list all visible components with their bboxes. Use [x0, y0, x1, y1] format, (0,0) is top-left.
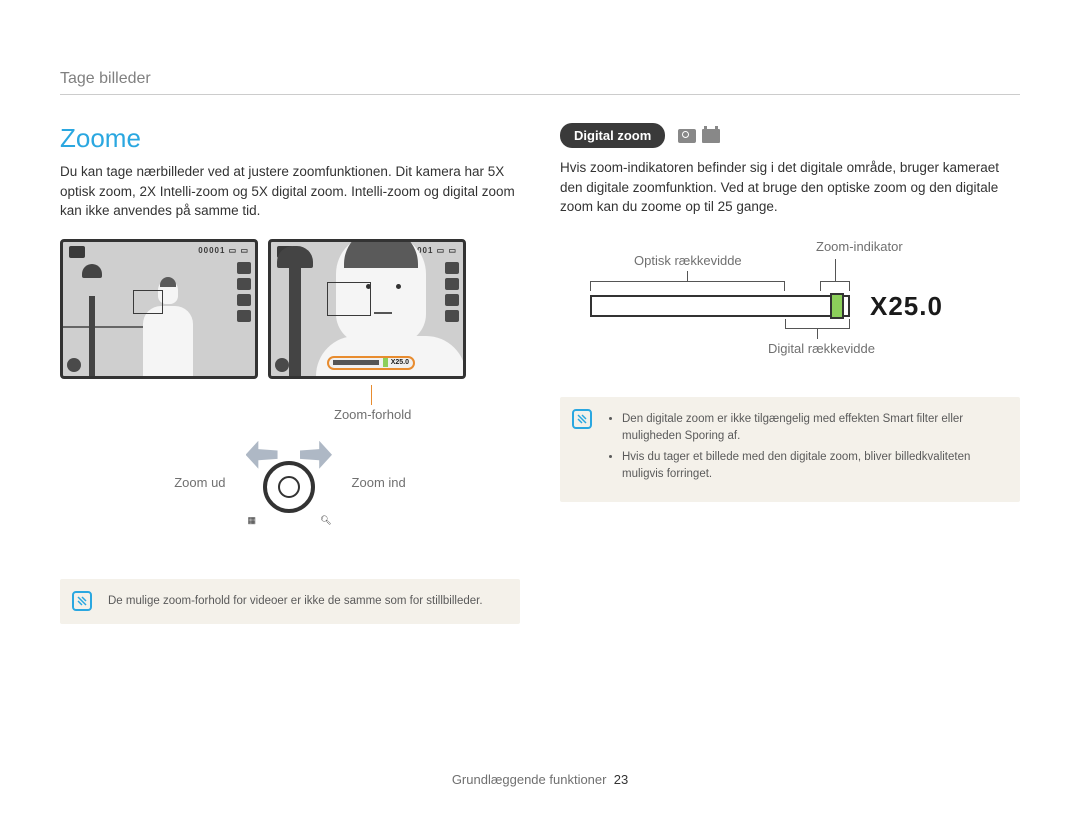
camera-mode-icon [69, 246, 85, 258]
digital-zoom-paragraph: Hvis zoom-indikatoren befinder sig i det… [560, 158, 1020, 217]
focus-box [133, 290, 163, 314]
zoom-bar: X25.0 [327, 356, 415, 370]
arrow-left-icon [246, 441, 278, 469]
zoom-dial-diagram: Zoom ud ▦ 🔍︎ Zoom ind [60, 443, 520, 523]
note-list: Den digitale zoom er ikke tilgængelig me… [608, 411, 1004, 484]
focus-box [327, 282, 371, 316]
zoom-x-value: X25.0 [870, 291, 943, 322]
note-icon [572, 409, 592, 429]
note-item: Hvis du tager et billede med den digital… [622, 449, 1004, 484]
page-footer: Grundlæggende funktioner 23 [0, 772, 1080, 787]
scene-icon [702, 129, 720, 143]
camera-screen-wide: 00001 ▭ ▭ [60, 239, 258, 379]
note-icon [72, 591, 92, 611]
camera-screens-row: 00001 ▭ ▭ 00001 ▭ ▭ [60, 239, 520, 379]
screen-side-icons [237, 262, 251, 322]
wide-icon: ▦ [248, 515, 257, 526]
tele-icon: 🔍︎ [320, 515, 331, 526]
zoom-ratio-callout: Zoom-forhold [60, 385, 520, 423]
breadcrumb: Tage billeder [60, 70, 1020, 95]
digital-zoom-pill: Digital zoom [560, 123, 665, 148]
left-column: Zoome Du kan tage nærbilleder ved at jus… [60, 123, 520, 624]
note-item: Den digitale zoom er ikke tilgængelig me… [622, 411, 1004, 446]
zoom-indicator-marker [830, 293, 844, 319]
zoom-out-label: Zoom ud [174, 475, 225, 490]
screen-status-icons: 00001 ▭ ▭ [198, 246, 249, 255]
camera-screen-tele: 00001 ▭ ▭ [268, 239, 466, 379]
stabilizer-icon [67, 358, 81, 372]
camera-icon [678, 129, 696, 143]
zoom-bar-value: X25.0 [391, 359, 409, 366]
right-column: Digital zoom Hvis zoom-indikatoren befin… [560, 123, 1020, 624]
intro-paragraph: Du kan tage nærbilleder ved at justere z… [60, 162, 520, 221]
digital-range-label: Digital rækkevidde [768, 341, 875, 356]
optical-range-label: Optisk rækkevidde [634, 253, 742, 268]
section-title: Zoome [60, 123, 520, 154]
zoom-range-diagram: Optisk rækkevidde Zoom-indikator Digital… [560, 235, 1020, 375]
note-box: De mulige zoom-forhold for videoer er ik… [60, 579, 520, 624]
stabilizer-icon [275, 358, 289, 372]
arrow-right-icon [300, 441, 332, 469]
note-box: Den digitale zoom er ikke tilgængelig me… [560, 397, 1020, 502]
zoom-indicator-label: Zoom-indikator [816, 239, 903, 254]
zoom-in-label: Zoom ind [352, 475, 406, 490]
